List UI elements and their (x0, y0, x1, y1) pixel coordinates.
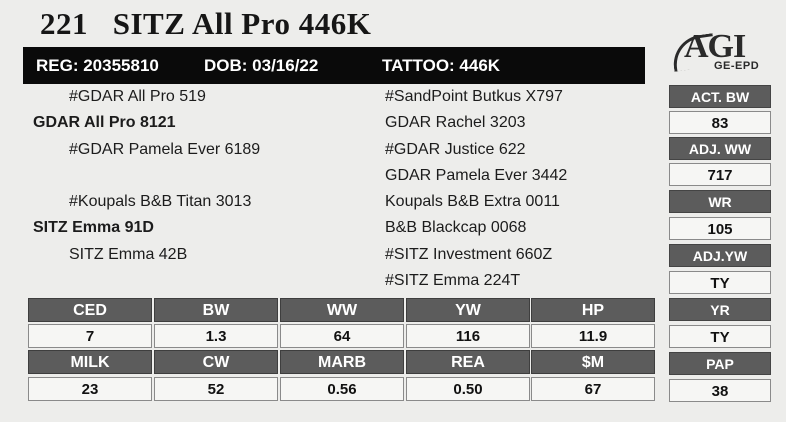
stat-value-yr: TY (669, 325, 771, 348)
epd-value-rea: 0.50 (406, 377, 530, 401)
pedigree-dam-dam: SITZ Emma 42B (69, 246, 188, 263)
stat-label-wr: WR (669, 190, 771, 213)
epd-header-yw: YW (406, 298, 530, 322)
stat-label-act-bw: ACT. BW (669, 85, 771, 108)
stat-label-pap: PAP (669, 352, 771, 375)
epd-header-row-2: MILK CW MARB REA $M (28, 350, 655, 374)
epd-header-ced: CED (28, 298, 152, 322)
pedigree-line-5: Koupals B&B Extra 0011 (385, 193, 560, 210)
epd-value-ww: 64 (280, 324, 404, 348)
stat-value-pap: 38 (669, 379, 771, 402)
pedigree-dam: SITZ Emma 91D (33, 219, 154, 236)
id-bar: REG: 20355810 DOB: 03/16/22 TATTOO: 446K (23, 47, 645, 84)
pedigree-line-7: #SITZ Investment 660Z (385, 246, 553, 263)
stat-value-adj-ww: 717 (669, 163, 771, 186)
epd-header-ww: WW (280, 298, 404, 322)
pedigree-line-4: GDAR Pamela Ever 3442 (385, 167, 568, 184)
pedigree-sire: GDAR All Pro 8121 (33, 114, 176, 131)
pedigree-dam-sire: #Koupals B&B Titan 3013 (69, 193, 252, 210)
stat-label-adj-yw: ADJ.YW (669, 244, 771, 267)
epd-header-m-dollar: $M (531, 350, 655, 374)
pedigree-line-8: #SITZ Emma 224T (385, 272, 521, 289)
epd-header-milk: MILK (28, 350, 152, 374)
stat-label-yr: YR (669, 298, 771, 321)
epd-value-row-1: 7 1.3 64 116 11.9 (28, 324, 655, 348)
logo-text: AGI (684, 28, 746, 65)
pedigree-line-3: #GDAR Justice 622 (385, 141, 526, 158)
stat-value-wr: 105 (669, 217, 771, 240)
pedigree-line-1: #SandPoint Butkus X797 (385, 88, 563, 105)
reg-number: REG: 20355810 (36, 56, 159, 75)
pedigree-line-2: GDAR Rachel 3203 (385, 114, 526, 131)
epd-value-ced: 7 (28, 324, 152, 348)
pedigree-sire-sire: #GDAR All Pro 519 (69, 88, 206, 105)
logo-subtext: GE-EPD (714, 60, 760, 72)
stat-value-act-bw: 83 (669, 111, 771, 134)
lot-number: 221 (40, 6, 88, 41)
pedigree-sire-dam: #GDAR Pamela Ever 6189 (69, 141, 261, 158)
epd-header-bw: BW (154, 298, 278, 322)
epd-header-rea: REA (406, 350, 530, 374)
epd-value-milk: 23 (28, 377, 152, 401)
lot-title: 221 SITZ All Pro 446K (40, 6, 371, 42)
dob: DOB: 03/16/22 (204, 56, 319, 75)
epd-value-cw: 52 (154, 377, 278, 401)
epd-value-yw: 116 (406, 324, 530, 348)
agi-logo: AGI GE-EPD (666, 28, 774, 76)
epd-value-marb: 0.56 (280, 377, 404, 401)
epd-header-cw: CW (154, 350, 278, 374)
stat-label-adj-ww: ADJ. WW (669, 137, 771, 160)
epd-value-hp: 11.9 (531, 324, 655, 348)
stat-value-adj-yw: TY (669, 271, 771, 294)
epd-value-m-dollar: 67 (531, 377, 655, 401)
animal-name: SITZ All Pro 446K (112, 6, 372, 41)
epd-header-row-1: CED BW WW YW HP (28, 298, 655, 322)
epd-value-row-2: 23 52 0.56 0.50 67 (28, 377, 655, 401)
tattoo: TATTOO: 446K (382, 56, 501, 75)
epd-header-hp: HP (531, 298, 655, 322)
pedigree-line-6: B&B Blackcap 0068 (385, 219, 527, 236)
epd-header-marb: MARB (280, 350, 404, 374)
epd-value-bw: 1.3 (154, 324, 278, 348)
